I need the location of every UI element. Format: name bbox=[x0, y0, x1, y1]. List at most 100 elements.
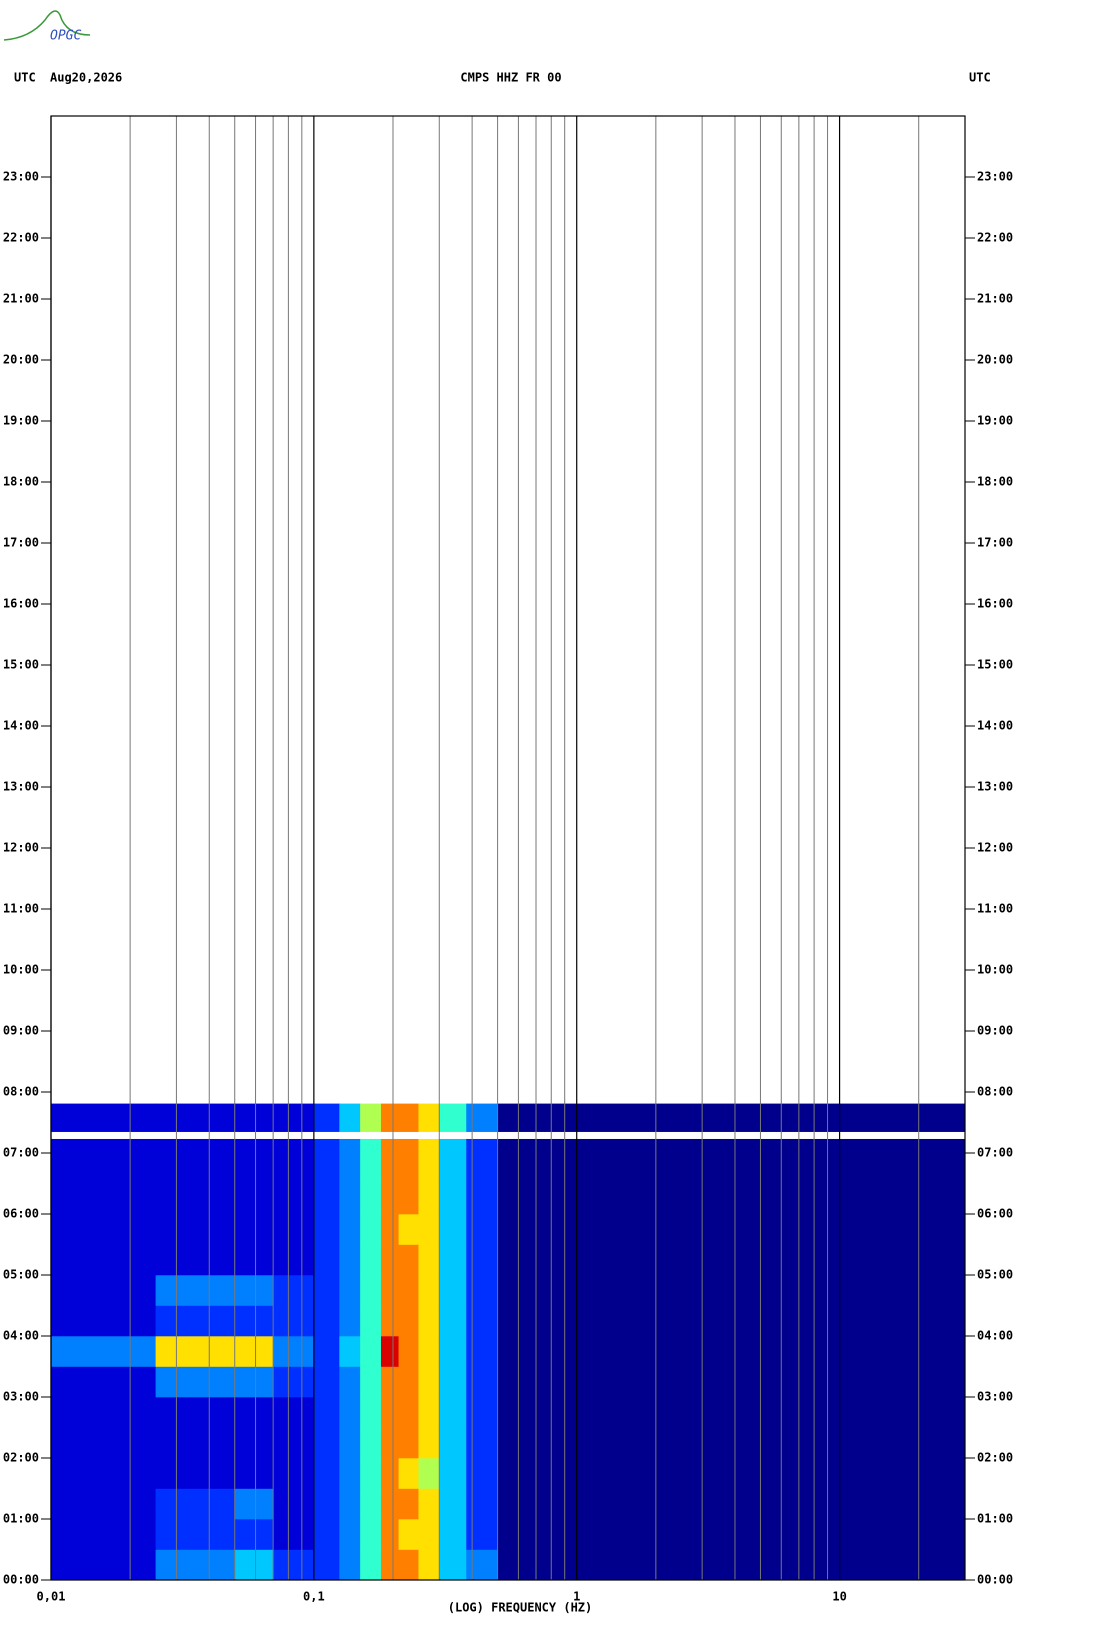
spectrogram-cell bbox=[234, 1275, 274, 1306]
spectrogram-cell bbox=[497, 1488, 966, 1520]
spectrogram-cell bbox=[418, 1153, 440, 1184]
spectrogram-cell bbox=[273, 1244, 315, 1276]
spectrogram-cell bbox=[360, 1275, 382, 1306]
spectrogram-cell bbox=[418, 1336, 440, 1367]
x-axis-label: (LOG) FREQUENCY (HZ) bbox=[448, 1601, 593, 1615]
spectrogram-cell bbox=[466, 1214, 499, 1245]
y-tick-label-right: 14:00 bbox=[977, 719, 1013, 733]
spectrogram-cell bbox=[273, 1336, 315, 1367]
spectrogram-cell bbox=[380, 1519, 400, 1550]
spectrogram-cell bbox=[466, 1103, 499, 1132]
spectrogram-cell bbox=[313, 1153, 340, 1184]
spectrogram-cell bbox=[418, 1549, 440, 1581]
spectrogram-cell bbox=[51, 1103, 157, 1132]
spectrogram-cell bbox=[51, 1244, 157, 1276]
spectrogram-cell bbox=[466, 1488, 499, 1520]
spectrogram-cell bbox=[380, 1336, 400, 1367]
spectrogram-cell bbox=[313, 1366, 340, 1398]
spectrogram-cell bbox=[439, 1275, 467, 1306]
spectrogram-cell bbox=[418, 1214, 440, 1245]
y-tick-label-left: 08:00 bbox=[3, 1085, 39, 1099]
x-tick-label: 0,1 bbox=[303, 1590, 325, 1604]
y-tick-label-left: 02:00 bbox=[3, 1451, 39, 1465]
spectrogram-cell bbox=[313, 1244, 340, 1276]
spectrogram-cell bbox=[51, 1458, 157, 1489]
spectrogram-cell bbox=[273, 1488, 315, 1520]
spectrogram-cell bbox=[51, 1397, 157, 1428]
y-tick-label-right: 07:00 bbox=[977, 1146, 1013, 1160]
spectrogram-cell bbox=[339, 1397, 361, 1428]
spectrogram-cell bbox=[466, 1336, 499, 1367]
spectrogram-cell bbox=[380, 1103, 400, 1132]
spectrogram-cell bbox=[273, 1549, 315, 1581]
y-tick-label-right: 02:00 bbox=[977, 1451, 1013, 1465]
y-tick-label-right: 17:00 bbox=[977, 536, 1013, 550]
y-tick-label-right: 00:00 bbox=[977, 1573, 1013, 1587]
y-tick-label-right: 12:00 bbox=[977, 841, 1013, 855]
spectrogram-cell bbox=[51, 1549, 157, 1581]
spectrogram-cell bbox=[313, 1397, 340, 1428]
spectrogram-cell bbox=[51, 1519, 157, 1550]
spectrogram-cell bbox=[398, 1366, 419, 1398]
y-tick-label-left: 09:00 bbox=[3, 1024, 39, 1038]
spectrogram-cell bbox=[51, 1305, 157, 1337]
date: Aug20,2026 bbox=[50, 71, 122, 85]
y-tick-label-left: 21:00 bbox=[3, 292, 39, 306]
spectrogram-cell bbox=[380, 1488, 400, 1520]
spectrogram-cell bbox=[360, 1458, 382, 1489]
y-tick-label-left: 00:00 bbox=[3, 1573, 39, 1587]
spectrogram-cell bbox=[418, 1103, 440, 1132]
y-tick-label-left: 05:00 bbox=[3, 1268, 39, 1282]
spectrogram-cell bbox=[273, 1397, 315, 1428]
spectrogram-cell bbox=[380, 1458, 400, 1489]
y-tick-label-right: 06:00 bbox=[977, 1207, 1013, 1221]
spectrogram-cell bbox=[380, 1244, 400, 1276]
spectrogram-cell bbox=[234, 1427, 274, 1459]
spectrogram-cell bbox=[313, 1549, 340, 1581]
spectrogram-cell bbox=[273, 1214, 315, 1245]
spectrogram-cell bbox=[380, 1549, 400, 1581]
spectrogram-cell bbox=[51, 1336, 157, 1367]
spectrogram-cell bbox=[360, 1244, 382, 1276]
spectrogram-cell bbox=[155, 1336, 236, 1367]
spectrogram-cell bbox=[439, 1427, 467, 1459]
spectrogram-cell bbox=[273, 1366, 315, 1398]
spectrogram-cell bbox=[313, 1275, 340, 1306]
spectrogram-cell bbox=[418, 1427, 440, 1459]
spectrogram-cell bbox=[273, 1275, 315, 1306]
spectrogram-cell bbox=[466, 1153, 499, 1184]
spectrogram-cell bbox=[234, 1336, 274, 1367]
spectrogram-cell bbox=[380, 1153, 400, 1184]
spectrogram-cell bbox=[313, 1103, 340, 1132]
y-tick-label-left: 11:00 bbox=[3, 902, 39, 916]
spectrogram-cell bbox=[418, 1519, 440, 1550]
spectrogram-cell bbox=[155, 1214, 236, 1245]
spectrogram-cell bbox=[234, 1458, 274, 1489]
y-tick-label-right: 04:00 bbox=[977, 1329, 1013, 1343]
spectrogram-cell bbox=[398, 1336, 419, 1367]
spectrogram-cell bbox=[398, 1153, 419, 1184]
y-tick-label-left: 01:00 bbox=[3, 1512, 39, 1526]
spectrogram-cell bbox=[155, 1519, 236, 1550]
spectrogram-cell bbox=[439, 1214, 467, 1245]
spectrogram-cell bbox=[497, 1103, 966, 1132]
y-tick-label-right: 20:00 bbox=[977, 353, 1013, 367]
spectrogram-cell bbox=[51, 1427, 157, 1459]
spectrogram-cell bbox=[398, 1519, 419, 1550]
spectrogram-cell bbox=[497, 1244, 966, 1276]
spectrogram-cell bbox=[339, 1138, 361, 1154]
spectrogram-cell bbox=[234, 1244, 274, 1276]
spectrogram-cell bbox=[380, 1214, 400, 1245]
spectrogram-cell bbox=[497, 1138, 966, 1154]
spectrogram-cell bbox=[466, 1458, 499, 1489]
spectrogram-cell bbox=[313, 1214, 340, 1245]
spectrogram-cell bbox=[360, 1153, 382, 1184]
spectrogram-cell bbox=[466, 1397, 499, 1428]
spectrogram-cell bbox=[313, 1305, 340, 1337]
spectrogram-cell bbox=[51, 1366, 157, 1398]
spectrogram-cell bbox=[155, 1549, 236, 1581]
spectrogram-cell bbox=[497, 1275, 966, 1306]
spectrogram-cell bbox=[466, 1427, 499, 1459]
x-tick-label: 10 bbox=[832, 1590, 846, 1604]
spectrogram-cell bbox=[497, 1397, 966, 1428]
